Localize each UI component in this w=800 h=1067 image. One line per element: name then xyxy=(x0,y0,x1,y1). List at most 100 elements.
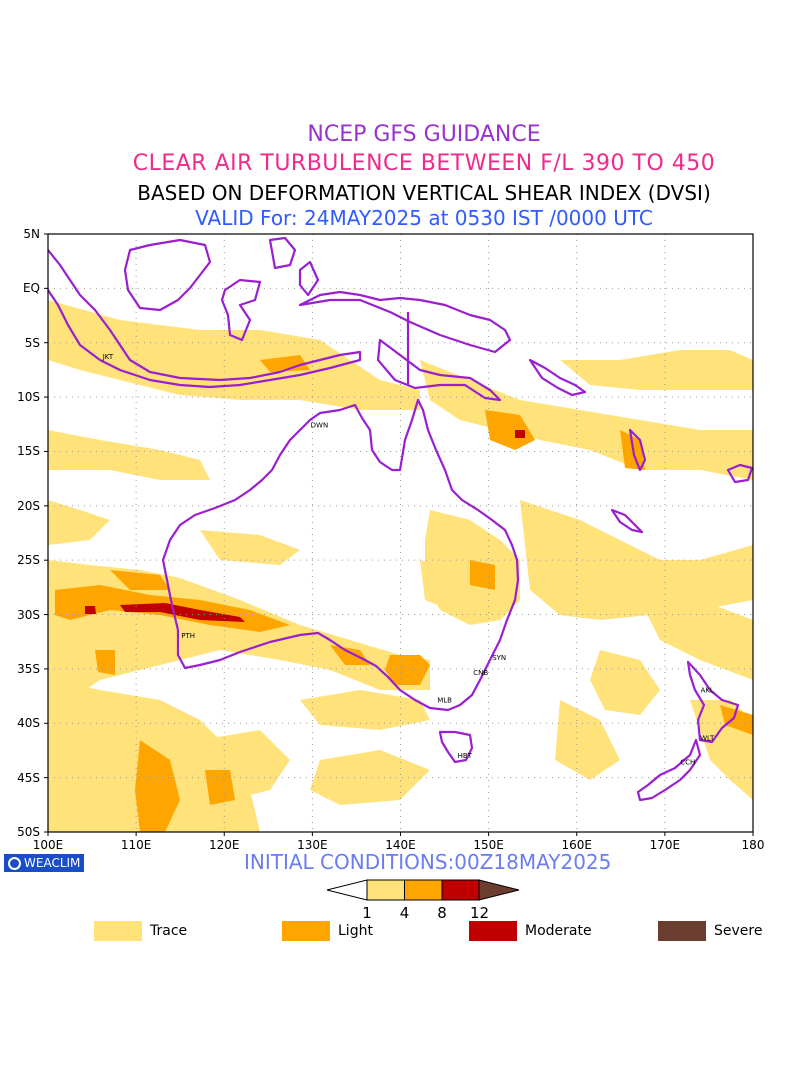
trace-area xyxy=(310,750,430,805)
australia-coastline xyxy=(161,398,520,712)
lat-label: 45S xyxy=(17,770,40,785)
legend-label: Light xyxy=(338,923,373,939)
legend-swatch xyxy=(94,921,142,941)
light-area xyxy=(470,560,495,590)
logo-ring-icon xyxy=(8,856,21,870)
title-line-1: NCEP GFS GUIDANCE xyxy=(307,122,541,147)
station-label-cch: CCH xyxy=(680,758,695,766)
station-label-dwn: DWN xyxy=(311,421,329,429)
new-guinea-south xyxy=(376,338,502,402)
legend-swatch xyxy=(658,921,706,941)
lon-label: 150E xyxy=(473,838,504,852)
lon-label: 130E xyxy=(297,838,328,852)
legend-label: Moderate xyxy=(525,923,592,939)
light-area xyxy=(135,740,180,832)
light-area xyxy=(110,570,170,590)
legend-label: Trace xyxy=(150,923,188,939)
lat-label: EQ xyxy=(22,281,40,296)
lon-label: 180 xyxy=(741,838,765,852)
colorbar-tick-label: 1 xyxy=(362,904,372,922)
lat-label: 50S xyxy=(17,825,40,839)
solomon-islands xyxy=(528,358,587,397)
lon-label: 160E xyxy=(561,838,593,852)
trace-area xyxy=(640,600,753,680)
colorbar-tick-label: 4 xyxy=(399,904,410,922)
trace-area xyxy=(420,560,470,610)
light-area xyxy=(205,770,235,805)
legend-swatch xyxy=(469,921,517,941)
axis-ticks xyxy=(44,233,754,836)
lon-label: 110E xyxy=(120,838,152,852)
trace-area xyxy=(200,530,300,565)
station-label-pth: PTH xyxy=(181,632,195,640)
trace-area xyxy=(555,700,620,780)
coastlines xyxy=(48,236,753,802)
station-label-syn: SYN xyxy=(492,654,506,662)
station-labels: JKT DWN PTH SYN CNB MLB HBT AKL WLT CCH xyxy=(102,353,715,767)
lon-label: 170E xyxy=(649,838,681,852)
gridlines xyxy=(48,234,753,832)
lat-label: 5N xyxy=(23,227,40,241)
legend-item-moderate: Moderate xyxy=(469,920,592,942)
mindanao-coastline xyxy=(268,236,297,270)
fiji xyxy=(726,463,753,484)
colorbar-tick-label: 12 xyxy=(469,904,490,922)
station-label-wlt: WLT xyxy=(700,734,715,742)
lon-label: 140E xyxy=(385,838,416,852)
trace-area xyxy=(48,430,210,480)
trace-area xyxy=(300,690,430,730)
moderate-area xyxy=(120,603,245,622)
legend-item-light: Light xyxy=(282,920,373,942)
weaclim-logo: WEACLIM xyxy=(4,854,85,872)
nz-south-island xyxy=(636,738,702,802)
station-label-mlb: MLB xyxy=(437,696,452,704)
title-line-3: BASED ON DEFORMATION VERTICAL SHEAR INDE… xyxy=(137,181,711,205)
station-label-hbt: HBT xyxy=(458,752,473,760)
sulawesi-coastline xyxy=(220,278,262,342)
trace-area xyxy=(590,650,660,715)
initial-conditions: INITIAL CONDITIONS:00Z18MAY2025 xyxy=(244,850,612,874)
trace-area xyxy=(560,350,753,390)
light-area xyxy=(720,705,753,735)
light-area xyxy=(260,355,310,372)
trace-area xyxy=(420,360,753,480)
lat-label: 5S xyxy=(24,335,40,350)
legend-label: Severe xyxy=(714,923,763,939)
lat-label: 10S xyxy=(17,390,40,405)
vanuatu xyxy=(628,428,647,472)
trace-area xyxy=(48,500,110,545)
legend-swatch xyxy=(282,921,330,941)
halmahera-coastline xyxy=(298,260,320,297)
borneo-coastline xyxy=(123,238,212,312)
indonesia-coastline xyxy=(48,249,362,389)
station-label-akl: AKL xyxy=(701,687,714,695)
light-area xyxy=(330,645,370,665)
legend-item-trace: Trace xyxy=(94,920,187,942)
lat-label: 25S xyxy=(17,553,40,568)
legend-item-severe: Severe xyxy=(658,920,762,942)
colorbar-tick-label: 8 xyxy=(437,904,447,922)
light-area xyxy=(485,410,535,450)
lat-label: 35S xyxy=(17,661,40,676)
lat-label: 40S xyxy=(17,716,40,731)
nz-north-island xyxy=(686,660,740,744)
lat-label: 30S xyxy=(17,607,40,622)
title-line-4: VALID For: 24MAY2025 at 0530 IST /0000 U… xyxy=(195,206,653,230)
light-area xyxy=(385,655,430,685)
lat-label: 20S xyxy=(17,498,40,513)
trace-area xyxy=(48,300,420,410)
title-line-2: CLEAR AIR TURBULENCE BETWEEN F/L 390 TO … xyxy=(132,151,716,176)
turbulence-areas xyxy=(48,300,753,832)
moderate-area xyxy=(515,430,525,438)
light-area xyxy=(95,650,115,675)
tasmania-coastline xyxy=(438,730,474,764)
lon-label: 120E xyxy=(209,838,240,852)
lat-label: 15S xyxy=(17,444,40,459)
new-guinea-coastline xyxy=(298,290,512,354)
logo-text: WEACLIM xyxy=(24,856,81,870)
station-label-cnb: CNB xyxy=(473,669,488,677)
moderate-area xyxy=(85,606,96,614)
new-caledonia xyxy=(610,508,644,534)
lon-label: 100E xyxy=(32,838,64,852)
